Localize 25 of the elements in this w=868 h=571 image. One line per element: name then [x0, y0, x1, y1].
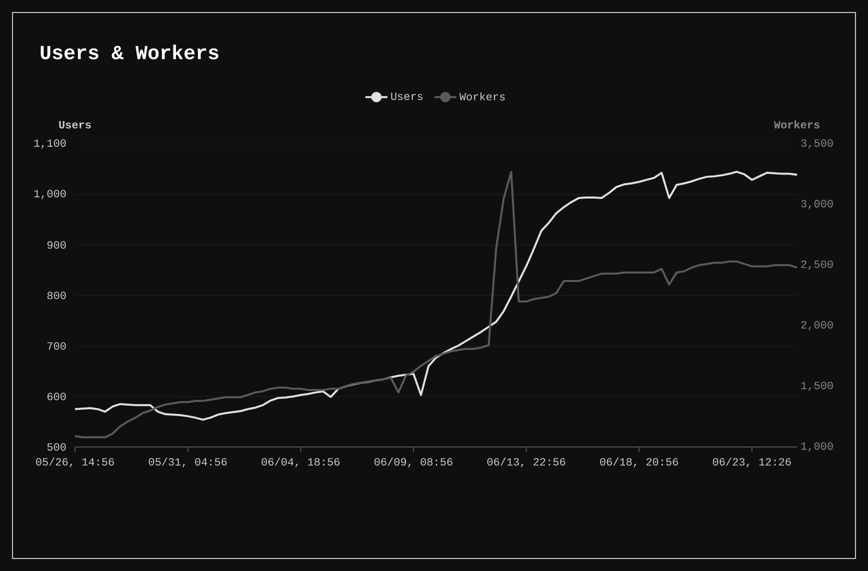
y-tick-label: 700	[48, 342, 66, 350]
y-tick-label: 800	[47, 292, 66, 300]
x-tick-label: 05/31, 04:56	[148, 458, 227, 468]
y2-tick-label: 1,000	[801, 442, 833, 452]
y2-axis-title: Workers	[774, 120, 820, 128]
y-tick-label: 500	[47, 443, 66, 451]
y2-tick-label: 2,500	[801, 260, 833, 270]
x-tick-label: 05/26, 14:56	[36, 458, 114, 468]
legend-label: Workers	[459, 92, 505, 100]
y2-tick-label: 2,000	[801, 321, 833, 330]
y2-tick-label: 3,500	[801, 139, 833, 149]
x-tick-label: 06/18, 20:56	[600, 458, 678, 468]
x-tick-label: 06/23, 12:26	[712, 458, 791, 468]
chart-title: Users & Workers	[40, 44, 218, 60]
y-tick-label: 1,100	[34, 139, 66, 149]
x-tick-label: 06/09, 08:56	[374, 458, 452, 468]
y-tick-label: 600	[48, 392, 66, 400]
legend-label: Users	[391, 92, 422, 100]
x-tick-label: 06/13, 22:56	[487, 458, 566, 468]
y-tick-label: 900	[47, 241, 66, 249]
y2-tick-label: 3,000	[801, 200, 833, 210]
x-tick-label: 06/04, 18:56	[262, 458, 340, 468]
y-tick-label: 1,000	[34, 190, 66, 200]
y-axis-title: Users	[59, 121, 91, 128]
y2-tick-label: 1,500	[801, 382, 833, 392]
